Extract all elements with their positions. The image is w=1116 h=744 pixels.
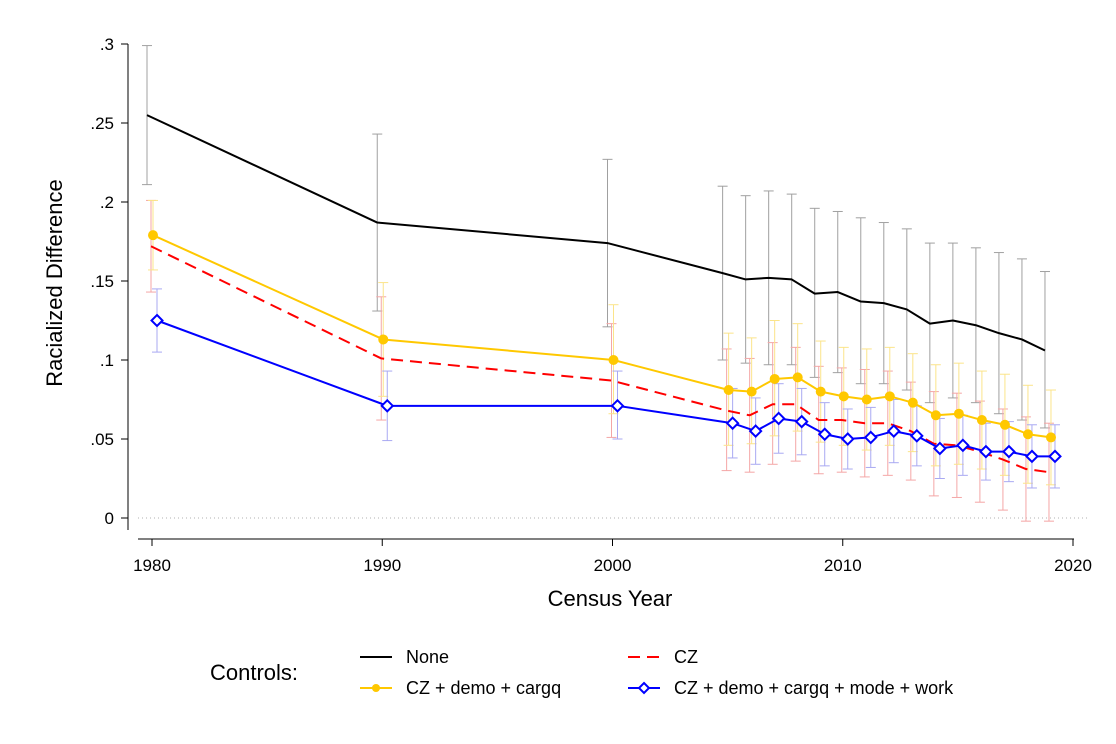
legend-label: CZ + demo + cargq bbox=[406, 678, 561, 698]
error-bars bbox=[142, 45, 1060, 522]
series-line bbox=[146, 114, 1046, 352]
legend: Controls: None CZ CZ + demo + cargq CZ + de… bbox=[210, 647, 954, 698]
legend-title: Controls: bbox=[210, 660, 298, 685]
axes: 0 .05 .1 .15 .2 .25 .3 1980 1990 2000 2010 2020 bbox=[90, 35, 1092, 575]
data-point bbox=[840, 432, 855, 446]
legend-item: CZ + demo + cargq bbox=[360, 678, 561, 698]
legend-item: CZ bbox=[628, 647, 698, 667]
data-point bbox=[380, 398, 395, 413]
legend-label: None bbox=[406, 647, 449, 667]
data-point bbox=[1002, 444, 1016, 459]
y-tick-label: .3 bbox=[100, 35, 114, 54]
error-bar bbox=[721, 348, 732, 472]
data-point bbox=[863, 430, 878, 445]
x-axis-title: Census Year bbox=[548, 586, 673, 611]
data-point bbox=[907, 397, 918, 408]
x-tick-label: 2020 bbox=[1054, 556, 1092, 575]
data-point bbox=[1025, 449, 1039, 464]
series-line bbox=[152, 234, 1052, 439]
error-bar bbox=[790, 346, 801, 462]
legend-item: CZ + demo + cargq + mode + work bbox=[628, 678, 954, 698]
data-point bbox=[815, 386, 826, 397]
data-point bbox=[794, 414, 809, 429]
legend-marker bbox=[372, 684, 380, 692]
y-tick-label: .05 bbox=[90, 430, 114, 449]
x-tick-label: 1990 bbox=[363, 556, 401, 575]
data-point bbox=[978, 444, 993, 459]
x-tick-label: 2010 bbox=[824, 556, 862, 575]
y-tick-label: 0 bbox=[105, 509, 114, 528]
data-point bbox=[150, 313, 164, 328]
legend-items: None CZ CZ + demo + cargq CZ + demo + cargq… bbox=[360, 647, 954, 698]
data-point bbox=[1045, 432, 1056, 443]
x-axis-ticks: 1980 1990 2000 2010 2020 bbox=[133, 539, 1092, 575]
error-bar bbox=[142, 45, 152, 186]
error-bar bbox=[882, 370, 893, 476]
data-point bbox=[886, 424, 901, 439]
data-point bbox=[930, 410, 941, 421]
data-point bbox=[725, 416, 740, 431]
legend-label: CZ + demo + cargq + mode + work bbox=[674, 678, 954, 698]
legend-item: None bbox=[360, 647, 449, 667]
error-bar bbox=[146, 199, 156, 293]
data-point bbox=[771, 411, 786, 426]
data-point bbox=[608, 355, 619, 365]
data-point bbox=[999, 419, 1010, 430]
data-point bbox=[884, 391, 895, 402]
legend-marker bbox=[637, 681, 651, 695]
data-point bbox=[769, 373, 780, 384]
data-point bbox=[1048, 449, 1062, 464]
data-point bbox=[976, 415, 987, 426]
data-point bbox=[610, 398, 625, 413]
data-point bbox=[817, 427, 832, 442]
series-lines bbox=[146, 114, 1055, 474]
y-tick-label: .25 bbox=[90, 114, 114, 133]
data-point bbox=[1022, 429, 1033, 440]
error-bar bbox=[606, 323, 617, 438]
plot-area bbox=[138, 45, 1090, 522]
x-tick-label: 1980 bbox=[133, 556, 171, 575]
series-markers bbox=[148, 230, 1062, 464]
data-point bbox=[953, 408, 964, 419]
data-point bbox=[723, 385, 734, 396]
data-point bbox=[955, 438, 970, 453]
data-point bbox=[838, 391, 849, 402]
legend-label: CZ bbox=[674, 647, 698, 667]
data-point bbox=[378, 334, 389, 345]
data-point bbox=[792, 372, 803, 383]
data-point bbox=[932, 441, 947, 456]
x-tick-label: 2000 bbox=[594, 556, 632, 575]
y-axis-title: Racialized Difference bbox=[42, 179, 67, 386]
y-tick-label: .2 bbox=[100, 193, 114, 212]
y-tick-label: .15 bbox=[90, 272, 114, 291]
data-point bbox=[748, 424, 763, 439]
data-point bbox=[148, 230, 158, 241]
y-axis-ticks: 0 .05 .1 .15 .2 .25 .3 bbox=[90, 35, 128, 528]
data-point bbox=[746, 386, 757, 397]
y-tick-label: .1 bbox=[100, 351, 114, 370]
data-point bbox=[909, 428, 924, 443]
data-point bbox=[861, 394, 872, 405]
